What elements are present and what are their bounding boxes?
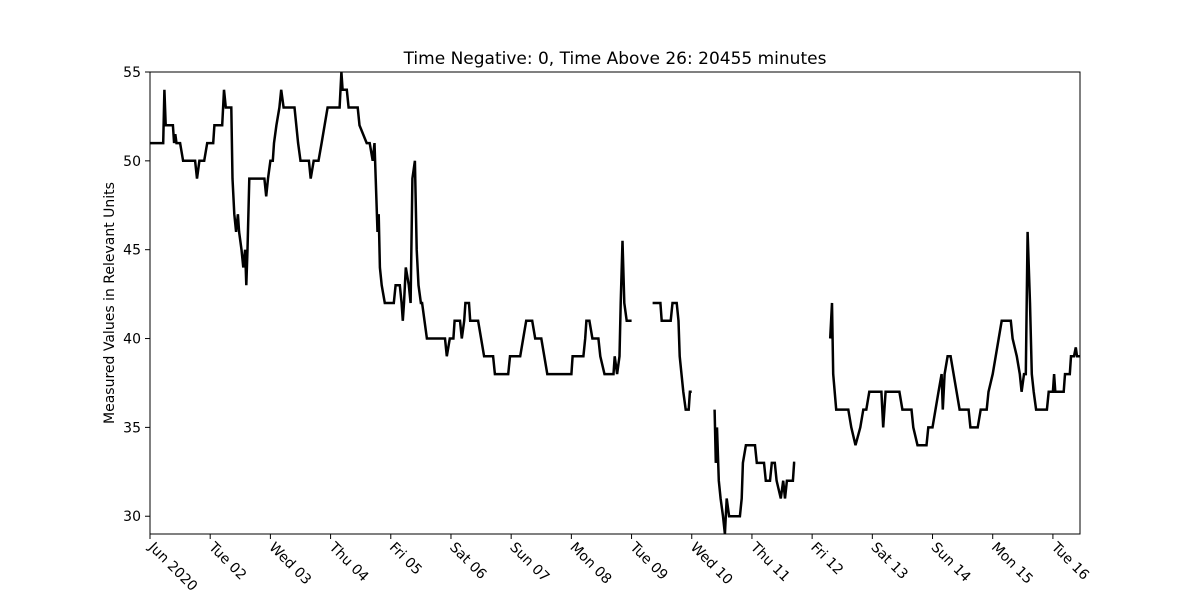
x-tick-label: Sun 14 [928,540,974,586]
x-tick-label: Fri 05 [386,540,425,579]
y-axis-label: Measured Values in Relevant Units [102,182,118,424]
x-tick-label: Tue 02 [205,539,250,584]
x-tick-label: Jun 2020 [144,539,200,595]
y-tick-label: 50 [123,154,141,170]
y-tick-label: 35 [123,420,141,436]
x-tick-label: Wed 10 [687,540,736,589]
x-tick-label: Mon 15 [988,540,1036,588]
chart-title: Time Negative: 0, Time Above 26: 20455 m… [403,49,827,69]
y-tick-label: 45 [123,243,141,259]
y-tick-label: 55 [123,65,141,81]
x-tick-label: Thu 04 [325,539,371,585]
x-tick-label: Sat 13 [868,540,911,583]
plot-lines [150,71,1080,535]
x-tick-label: Sat 06 [446,540,489,583]
plot-area-frame [149,71,1081,535]
x-tick-label: Sun 07 [506,540,552,586]
x-tick-label: Thu 11 [746,539,792,585]
x-tick-label: Tue 09 [626,539,671,584]
x-tick-label: Mon 08 [567,540,615,588]
x-axis-ticks: Jun 2020 Tue 02 Wed 03 Thu 04 Fri 05 Sat 06 Su… [144,534,1092,595]
y-axis-ticks: 30 35 40 45 50 55 [123,65,150,525]
x-tick-label: Wed 03 [266,540,315,589]
y-tick-label: 40 [123,332,141,348]
series-line-segment [828,231,1080,447]
series-line-segment [652,301,692,411]
series-line-segment [713,409,796,535]
series-line-segment [150,71,632,376]
x-tick-label: Fri 12 [807,540,846,579]
x-tick-label: Tue 16 [1047,539,1092,584]
y-tick-label: 30 [123,509,141,525]
